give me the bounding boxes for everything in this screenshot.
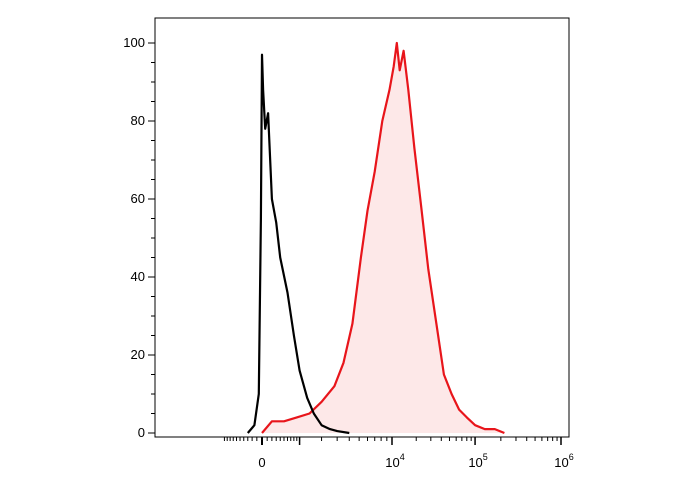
x-tick-label: 105 bbox=[468, 452, 487, 470]
y-tick-label: 40 bbox=[131, 269, 145, 284]
series-line-0 bbox=[261, 41, 505, 435]
x-tick-label: 0 bbox=[258, 455, 265, 470]
x-axis: 0 104 105 106 bbox=[223, 437, 574, 470]
y-tick-label: 0 bbox=[138, 425, 145, 440]
y-axis: 0 20 40 60 80 100 bbox=[123, 35, 155, 440]
y-tick-label: 60 bbox=[131, 191, 145, 206]
y-tick-label: 20 bbox=[131, 347, 145, 362]
x-tick-label: 104 bbox=[385, 452, 404, 470]
y-tick-label: 100 bbox=[123, 35, 145, 50]
plot-frame bbox=[154, 17, 570, 438]
series-fill-0 bbox=[262, 43, 505, 433]
series-layer bbox=[246, 41, 505, 435]
x-tick-label: 106 bbox=[554, 452, 573, 470]
series-line-1 bbox=[246, 53, 350, 435]
y-tick-label: 80 bbox=[131, 113, 145, 128]
